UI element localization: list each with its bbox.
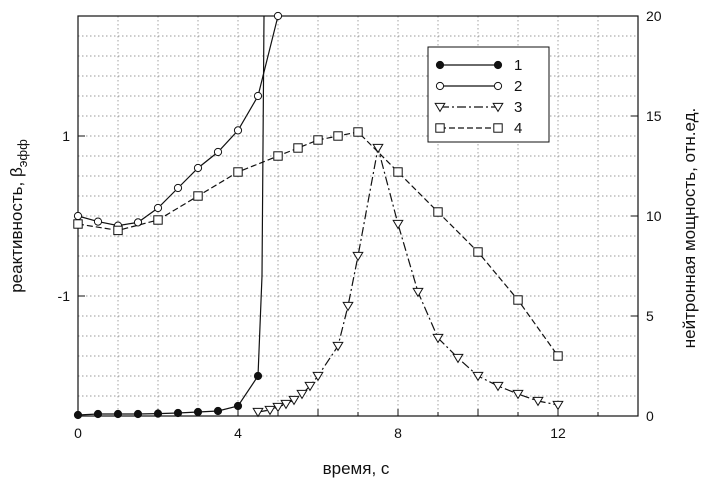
data-point (93, 409, 103, 419)
data-point (553, 351, 563, 361)
data-point (473, 247, 483, 257)
data-point (352, 251, 364, 262)
data-point (332, 341, 344, 352)
legend-marker-left-2 (435, 81, 445, 91)
data-point (293, 143, 303, 153)
data-point (296, 389, 308, 400)
legend-marker-right-2 (493, 81, 503, 91)
data-point (532, 396, 544, 407)
data-point (252, 407, 264, 418)
y-left-tick-label: -1 (58, 288, 71, 304)
data-point (342, 301, 354, 312)
series-line-2 (77, 15, 279, 227)
data-point (312, 371, 324, 382)
data-point (264, 405, 276, 416)
data-point (173, 408, 183, 418)
data-point (313, 135, 323, 145)
legend-marker-left-3 (434, 102, 446, 113)
x-tick-label: 0 (74, 425, 82, 441)
data-point (372, 143, 384, 154)
y-right-tick-label: 5 (646, 308, 654, 324)
legend-marker-left-1 (435, 60, 445, 70)
data-point (288, 395, 300, 406)
y-axis-left-label-main: реактивность, β (7, 167, 26, 293)
data-point (433, 207, 443, 217)
data-point (280, 399, 292, 410)
y-axis-left-label-sub: эфф (15, 139, 30, 167)
data-point (393, 167, 403, 177)
y-right-tick-label: 15 (646, 108, 662, 124)
y-right-tick-label: 20 (646, 8, 662, 24)
data-point (193, 163, 203, 173)
legend-marker-right-3 (492, 102, 504, 113)
y-left-tick-label: 1 (62, 128, 70, 144)
data-point (113, 225, 123, 236)
data-point (432, 333, 444, 344)
data-point (233, 401, 243, 411)
series-2 (73, 11, 283, 230)
data-point (233, 167, 243, 177)
legend-label-1: 1 (514, 57, 522, 74)
x-tick-label: 8 (394, 425, 402, 441)
data-point (213, 147, 223, 157)
series-line-3 (257, 147, 559, 413)
series-4 (73, 127, 563, 361)
data-point (253, 91, 263, 101)
series-1 (73, 15, 265, 420)
data-point (273, 11, 283, 21)
data-point (512, 389, 524, 400)
series-layer (73, 11, 564, 420)
x-tick-label: 4 (234, 425, 242, 441)
data-point (353, 127, 363, 137)
x-tick-label: 12 (550, 425, 566, 441)
data-point (492, 381, 504, 392)
data-point (173, 183, 183, 193)
legend-marker-right-1 (493, 60, 503, 70)
legend: 1 2 3 4 (427, 46, 550, 143)
data-point (153, 409, 163, 418)
data-point (412, 287, 424, 298)
data-point (213, 406, 223, 416)
data-point (193, 191, 203, 201)
data-point (73, 410, 83, 420)
data-point (304, 381, 316, 392)
data-point (153, 203, 163, 213)
legend-label-3: 3 (514, 99, 522, 116)
legend-label-2: 2 (514, 78, 522, 95)
data-point (73, 211, 83, 221)
data-point (392, 219, 404, 230)
y-right-tick-label: 0 (646, 408, 654, 424)
legend-label-4: 4 (514, 120, 522, 137)
legend-marker-right-4 (493, 123, 503, 133)
data-point (133, 409, 143, 419)
data-point (552, 400, 564, 411)
series-3 (252, 143, 564, 418)
data-point (73, 219, 83, 229)
data-point (472, 371, 484, 382)
legend-marker-left-4 (435, 123, 445, 133)
data-point (93, 217, 103, 226)
data-point (193, 407, 203, 417)
y-axis-right-label: нейтронная мощность, отн.ед. (680, 108, 699, 348)
data-point (113, 409, 123, 419)
data-point (253, 371, 263, 381)
data-point (233, 126, 243, 135)
x-axis-label: время, с (323, 459, 390, 478)
data-point (273, 151, 283, 161)
data-point (452, 353, 464, 364)
data-point (513, 295, 523, 305)
data-point (333, 131, 343, 141)
y-axis-left-label: реактивность, βэфф (7, 139, 30, 293)
data-point (153, 215, 163, 225)
legend-box (427, 46, 550, 143)
data-point (272, 402, 284, 413)
y-right-tick-label: 10 (646, 208, 662, 224)
